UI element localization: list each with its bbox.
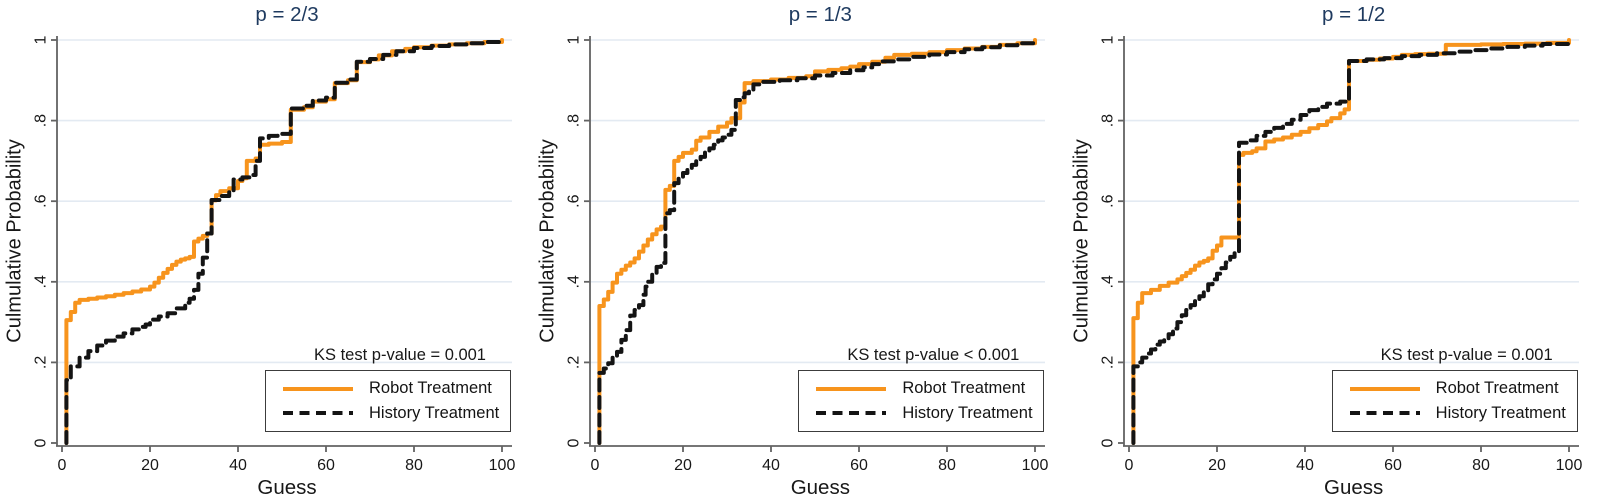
plot-area-p-1-3: 0 .2 .4 .6 .8 1 0 20 40 60 80 100 (566, 35, 1049, 474)
legend-label-robot: Robot Treatment (902, 379, 1026, 398)
y-tick-label: .6 (1099, 194, 1116, 207)
y-tick-label: .4 (33, 275, 50, 288)
legend-row-history: History Treatment (799, 404, 1043, 423)
x-tick-label: 60 (1384, 457, 1402, 474)
y-tick-label: .4 (1099, 275, 1116, 288)
y-tick-label: 0 (1099, 438, 1116, 447)
robot-line-sample-icon (1349, 386, 1420, 392)
ks-test-note: KS test p-value = 0.001 (1380, 346, 1553, 364)
y-tick-label: 0 (566, 438, 583, 447)
y-tick-label: .8 (566, 114, 583, 127)
tick-marks-and-labels: 0 .2 .4 .6 .8 1 0 20 40 60 80 100 (33, 35, 516, 474)
panel-p-2-3: 0 .2 .4 .6 .8 1 0 20 40 60 80 100 p = 2/3 Culmulati… (0, 0, 533, 503)
legend: Robot Treatment History Treatment (265, 370, 511, 432)
legend-label-history: History Treatment (1435, 403, 1566, 422)
plot-title: p = 1/3 (788, 3, 852, 26)
legend-label-robot: Robot Treatment (1435, 379, 1559, 398)
legend-label-robot: Robot Treatment (369, 379, 492, 398)
history-treatment-curve (597, 38, 1038, 445)
x-tick-label: 60 (317, 457, 335, 474)
x-tick-label: 80 (1472, 457, 1490, 474)
y-axis-label: Culmulative Probability (1070, 139, 1093, 343)
tick-marks-and-labels: 0 .2 .4 .6 .8 1 0 20 40 60 80 100 (566, 35, 1049, 474)
x-tick-label: 100 (1022, 457, 1049, 474)
legend: Robot Treatment History Treatment (798, 370, 1045, 432)
y-axis-label: Culmulative Probability (536, 139, 559, 343)
history-line-sample-icon (283, 410, 353, 416)
x-axis-label: Guess (790, 476, 850, 499)
x-tick-label: 80 (938, 457, 956, 474)
x-tick-label: 20 (674, 457, 692, 474)
x-tick-label: 100 (489, 457, 516, 474)
x-axis-label: Guess (257, 476, 317, 499)
y-tick-label: 1 (1099, 35, 1116, 44)
gridlines (57, 39, 512, 364)
y-tick-label: .4 (566, 275, 583, 288)
axes (589, 36, 1046, 447)
plot-area-p-1-2: 0 .2 .4 .6 .8 1 0 20 40 60 80 100 (1099, 35, 1582, 474)
y-tick-label: .2 (33, 356, 50, 369)
history-treatment-curve (1131, 38, 1571, 445)
cdf-curves (64, 38, 504, 445)
legend-row-robot: Robot Treatment (1333, 379, 1577, 398)
history-line-sample-icon (1349, 410, 1420, 416)
x-tick-label: 20 (141, 457, 159, 474)
gridlines (1123, 39, 1579, 364)
robot-line-sample-icon (816, 386, 887, 392)
x-tick-label: 20 (1208, 457, 1226, 474)
robot-line-sample-icon (283, 386, 353, 392)
legend: Robot Treatment History Treatment (1331, 370, 1578, 432)
y-axis-label: Culmulative Probability (3, 139, 26, 343)
y-tick-label: .8 (1099, 114, 1116, 127)
plot-title: p = 1/2 (1322, 3, 1386, 26)
x-tick-label: 40 (1296, 457, 1314, 474)
y-tick-label: 0 (33, 438, 50, 447)
y-tick-label: 1 (33, 35, 50, 44)
panel-p-1-3: 0 .2 .4 .6 .8 1 0 20 40 60 80 100 p = 1/3 Culmulati… (533, 0, 1066, 503)
plot-title: p = 2/3 (255, 3, 319, 26)
panel-p-1-2: 0 .2 .4 .6 .8 1 0 20 40 60 80 100 p = 1/2 Culmulati… (1067, 0, 1600, 503)
gridlines (590, 39, 1046, 364)
x-tick-label: 40 (762, 457, 780, 474)
ks-test-note: KS test p-value < 0.001 (847, 346, 1020, 364)
axes (56, 36, 512, 447)
y-tick-label: .6 (33, 194, 50, 207)
x-tick-label: 0 (591, 457, 600, 474)
legend-row-history: History Treatment (266, 404, 510, 423)
plot-area-p-2-3: 0 .2 .4 .6 .8 1 0 20 40 60 80 100 (33, 35, 516, 474)
history-line-sample-icon (816, 410, 887, 416)
x-tick-label: 60 (850, 457, 868, 474)
x-axis-label: Guess (1324, 476, 1384, 499)
tick-marks-and-labels: 0 .2 .4 .6 .8 1 0 20 40 60 80 100 (1099, 35, 1582, 474)
cdf-curves (597, 38, 1038, 445)
x-tick-label: 0 (1124, 457, 1133, 474)
legend-row-robot: Robot Treatment (799, 379, 1043, 398)
axes (1122, 36, 1579, 447)
x-tick-label: 80 (405, 457, 423, 474)
y-tick-label: 1 (566, 35, 583, 44)
x-tick-label: 40 (229, 457, 247, 474)
ks-test-note: KS test p-value = 0.001 (314, 346, 486, 364)
history-treatment-curve (64, 38, 504, 445)
legend-row-history: History Treatment (1333, 404, 1577, 423)
x-tick-label: 100 (1555, 457, 1582, 474)
y-tick-label: .6 (566, 194, 583, 207)
cdf-curves (1131, 38, 1571, 445)
robot-treatment-curve (597, 38, 1038, 445)
y-tick-label: .2 (566, 356, 583, 369)
legend-row-robot: Robot Treatment (266, 379, 510, 398)
legend-label-history: History Treatment (369, 403, 500, 422)
legend-label-history: History Treatment (902, 403, 1033, 422)
y-tick-label: .2 (1099, 356, 1116, 369)
x-tick-label: 0 (58, 457, 67, 474)
y-tick-label: .8 (33, 114, 50, 127)
